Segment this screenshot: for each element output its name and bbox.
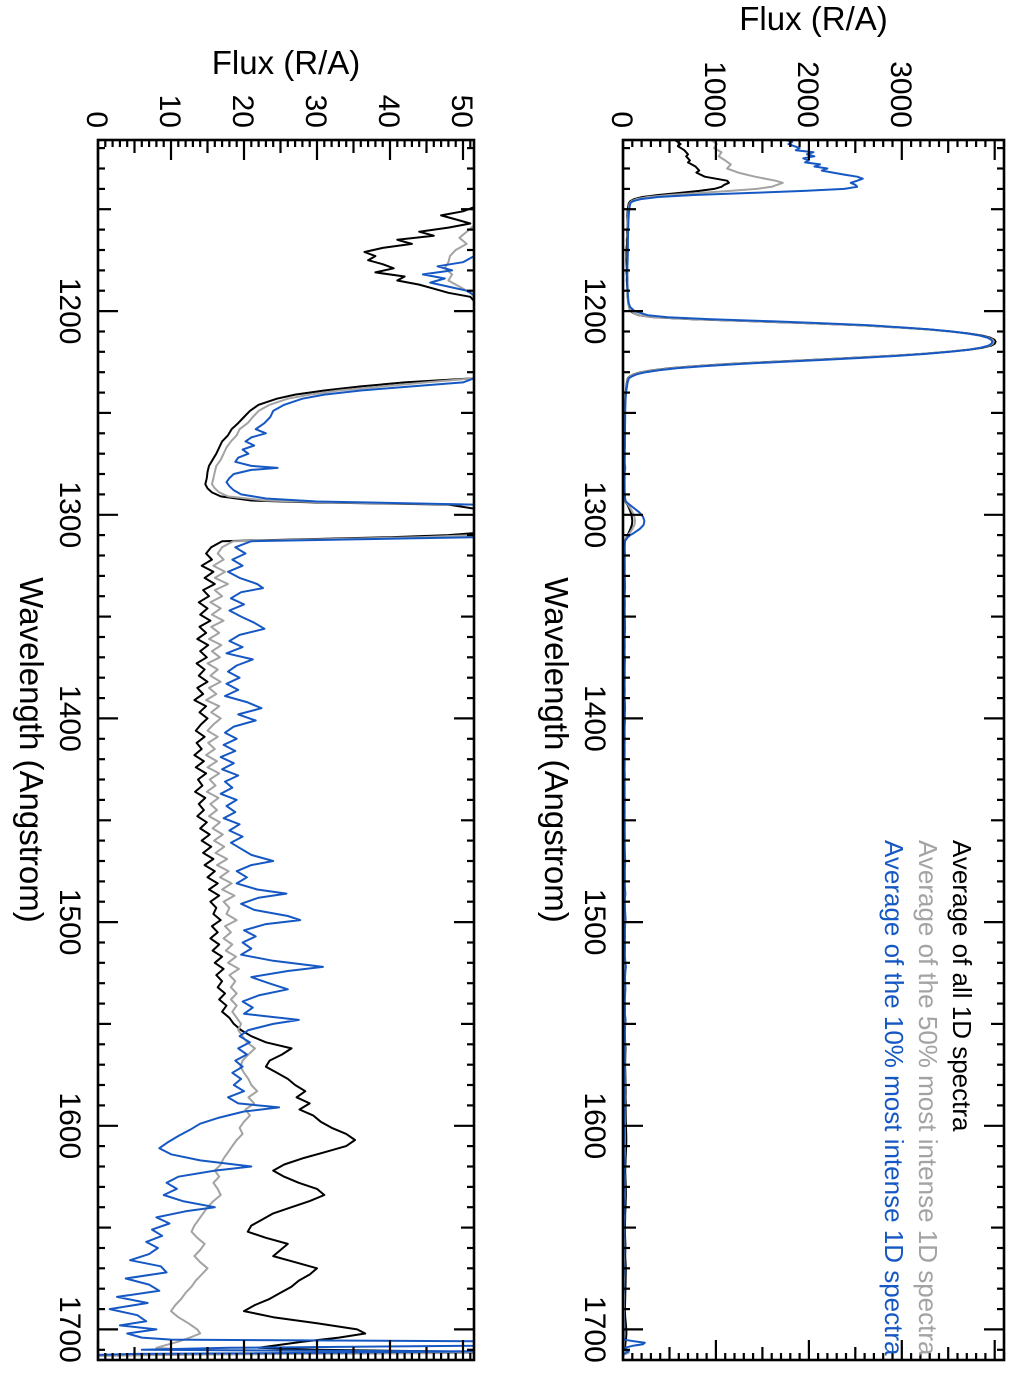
x-tick-label: 1500 (53, 889, 86, 956)
x-tick-label: 1600 (578, 1092, 611, 1159)
y-tick-label: 10 (153, 95, 186, 128)
legend-entry-50pct-spectra: Average of the 50% most intense 1D spect… (913, 840, 943, 1356)
panel-zoom-spectrum: 1200 1300 1400 1500 1600 1700 0 10 20 30 40 50 Wavel… (13, 44, 478, 1363)
legend-entry-all-spectra: Average of all 1D spectra (947, 840, 977, 1132)
y-axis-title: Flux (R/A) (739, 0, 888, 37)
y-tick-label: 40 (372, 95, 405, 128)
y-axis-title: Flux (R/A) (212, 44, 361, 81)
x-tick-label: 1400 (53, 685, 86, 752)
curves-group (98, 140, 474, 1357)
y-tick-label: 3000 (884, 61, 917, 128)
legend: Average of all 1D spectra Average of the… (879, 840, 977, 1356)
x-tick-label: 1700 (578, 1296, 611, 1363)
y-tick-label: 0 (605, 111, 638, 128)
spectrum-curve-2 (98, 140, 474, 1356)
x-tick-label: 1500 (578, 889, 611, 956)
plot-box (621, 138, 1006, 1362)
x-axis-title: Wavelength (Angstrom) (13, 577, 50, 922)
plot-box (96, 138, 476, 1362)
y-tick-label: 50 (445, 95, 478, 128)
x-tick-label: 1400 (578, 685, 611, 752)
x-tick-label: 1200 (578, 278, 611, 345)
panel-full-spectrum: 1200 1300 1400 1500 1600 1700 0 1000 2000 3000 Wav… (538, 0, 1006, 1363)
x-tick-label: 1600 (53, 1092, 86, 1159)
y-tick-label: 1000 (698, 61, 731, 128)
spectrum-curve-1 (98, 140, 474, 1357)
x-tick-label: 1700 (53, 1296, 86, 1363)
y-tick-label: 2000 (791, 61, 824, 128)
x-tick-label: 1200 (53, 278, 86, 345)
x-tick-label: 1300 (53, 481, 86, 548)
y-tick-label: 20 (226, 95, 259, 128)
legend-entry-10pct-spectra: Average of the 10% most intense 1D spect… (879, 840, 909, 1356)
y-tick-label: 0 (80, 111, 113, 128)
x-tick-label: 1300 (578, 481, 611, 548)
spectrum-curve-0 (98, 140, 474, 1357)
x-axis-title: Wavelength (Angstrom) (538, 577, 575, 922)
y-tick-label: 30 (299, 95, 332, 128)
